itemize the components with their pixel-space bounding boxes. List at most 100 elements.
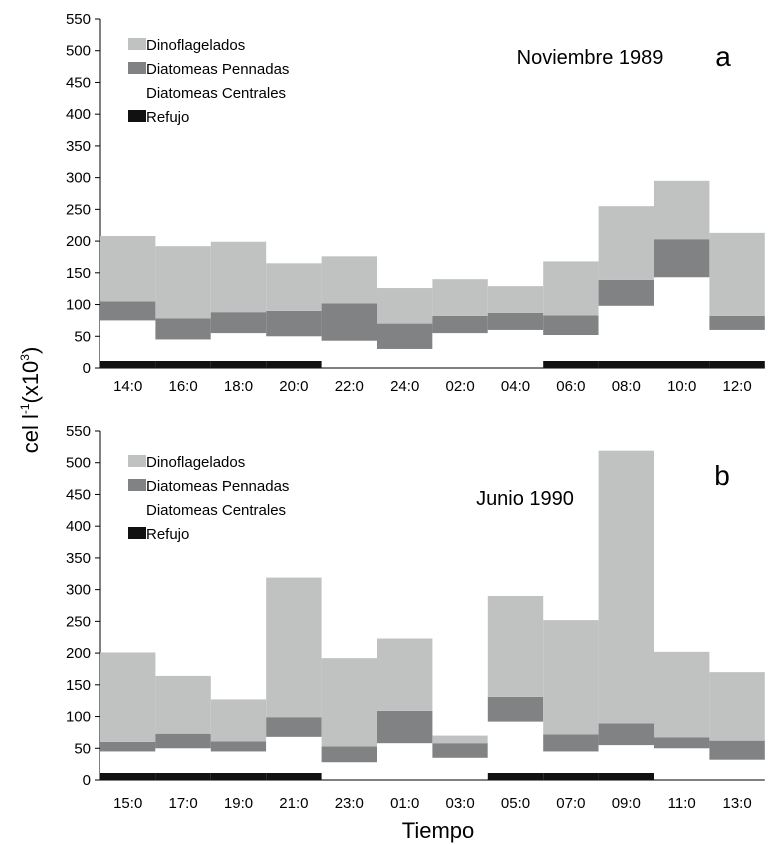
x-tick-label: 08:0 [612,378,641,395]
bar-segment-diatomeas-pennadas [543,315,599,336]
legend-label: Dinoflagelados [146,37,245,54]
y-tick-label: 500 [66,43,91,60]
bar-segment-dinoflagelados [266,263,322,311]
bar-segment-dinoflagelados [321,658,377,747]
bar-segment-dinoflagelados [155,246,211,319]
x-axis-title: Tiempo [402,818,475,843]
refujo-bar [155,361,211,368]
bar-segment-dinoflagelados [210,241,267,313]
y-tick-label: 50 [74,328,91,345]
x-tick-label: 11:0 [668,795,696,812]
legend-swatch [128,527,146,539]
bar-segment-diatomeas-pennadas [543,734,599,752]
x-tick-label: 05:0 [501,795,530,812]
y-tick-label: 300 [66,170,91,187]
bar-segment-dinoflagelados [487,595,544,697]
x-tick-label: 12:0 [722,378,751,395]
x-tick-label: 19:0 [224,795,253,812]
bar-segment-diatomeas-pennadas [432,743,488,758]
bar-segment-diatomeas-centrales [321,340,377,368]
bar-segment-diatomeas-centrales [654,277,710,368]
legend-swatch [128,38,146,50]
y-tick-label: 300 [66,582,91,599]
bar-segment-dinoflagelados [543,620,599,735]
x-tick-label: 21:0 [279,795,308,812]
y-tick-label: 100 [66,709,91,726]
bar-segment-dinoflagelados [432,279,488,316]
bar-segment-diatomeas-pennadas [377,710,433,744]
refujo-bar [100,361,156,368]
bar-segment-dinoflagelados [321,256,377,304]
x-tick-label: 09:0 [612,795,641,812]
bar-segment-dinoflagelados [709,232,765,316]
legend-label: Dinoflagelados [146,454,245,471]
bar-segment-dinoflagelados [709,672,765,741]
bar-segment-diatomeas-pennadas [654,737,710,749]
bar-segment-diatomeas-pennadas [266,717,322,737]
refujo-bar [266,361,322,368]
bar-segment-diatomeas-pennadas [210,312,267,334]
y-tick-label: 200 [66,645,91,662]
bar-segment-diatomeas-centrales [100,320,156,368]
bar-segment-dinoflagelados [155,675,211,734]
refujo-bar [543,773,599,780]
refujo-bar [598,773,654,780]
panel-letter: a [715,41,731,72]
y-tick-label: 350 [66,550,91,567]
y-tick-label: 400 [66,106,91,123]
x-tick-label: 06:0 [556,378,585,395]
bar-segment-diatomeas-centrales [487,721,544,780]
y-tick-label: 150 [66,265,91,282]
x-tick-label: 14:0 [113,378,142,395]
x-tick-label: 04:0 [501,378,530,395]
legend-swatch [128,86,146,98]
bar-segment-dinoflagelados [100,236,156,302]
refujo-bar [210,361,267,368]
bar-segment-diatomeas-centrales [654,748,710,780]
bar-segment-dinoflagelados [598,450,654,724]
bar-segment-dinoflagelados [598,206,654,280]
panel-b: 0 50 100 150 200 250 300 350 400 450 500 550 15:0 17:… [66,423,765,812]
bar-segment-dinoflagelados [210,699,267,742]
refujo-bar [210,773,267,780]
bar-segment-diatomeas-centrales [266,736,322,780]
bar-segment-diatomeas-pennadas [598,279,654,306]
y-tick-label: 0 [83,772,91,789]
legend-label: Diatomeas Pennadas [146,478,289,495]
x-tick-label: 22:0 [335,378,364,395]
x-tick-label: 03:0 [445,795,474,812]
legend-label: Diatomeas Centrales [146,502,286,519]
bar-segment-diatomeas-centrales [598,305,654,368]
bar-segment-diatomeas-centrales [432,757,488,780]
bar-segment-dinoflagelados [432,735,488,744]
x-tick-label: 20:0 [279,378,308,395]
y-tick-label: 500 [66,455,91,472]
bar-segment-dinoflagelados [543,261,599,316]
x-tick-label: 18:0 [224,378,253,395]
refujo-bar [266,773,322,780]
refujo-bar [487,773,544,780]
refujo-bar [155,773,211,780]
panel-letter: b [714,460,730,491]
bar-segment-dinoflagelados [487,286,544,313]
y-tick-label: 250 [66,201,91,218]
bar-segment-diatomeas-pennadas [377,323,433,349]
bar-segment-dinoflagelados [654,180,710,240]
bar-segment-diatomeas-pennadas [654,239,710,278]
x-tick-label: 10:0 [667,378,696,395]
refujo-bar [709,361,765,368]
bar-segment-diatomeas-centrales [487,329,544,368]
refujo-bar [100,773,156,780]
legend-label: Diatomeas Centrales [146,85,286,102]
bar-segment-diatomeas-pennadas [487,312,544,330]
y-tick-label: 550 [66,423,91,440]
bar-segment-diatomeas-centrales [321,762,377,780]
bar-segment-diatomeas-pennadas [266,310,322,337]
panel-title: Noviembre 1989 [517,47,664,69]
y-tick-label: 100 [66,297,91,314]
bar-segment-diatomeas-pennadas [100,301,156,321]
y-tick-label: 400 [66,518,91,535]
bar-segment-dinoflagelados [377,638,433,711]
bar-segment-diatomeas-pennadas [321,303,377,341]
